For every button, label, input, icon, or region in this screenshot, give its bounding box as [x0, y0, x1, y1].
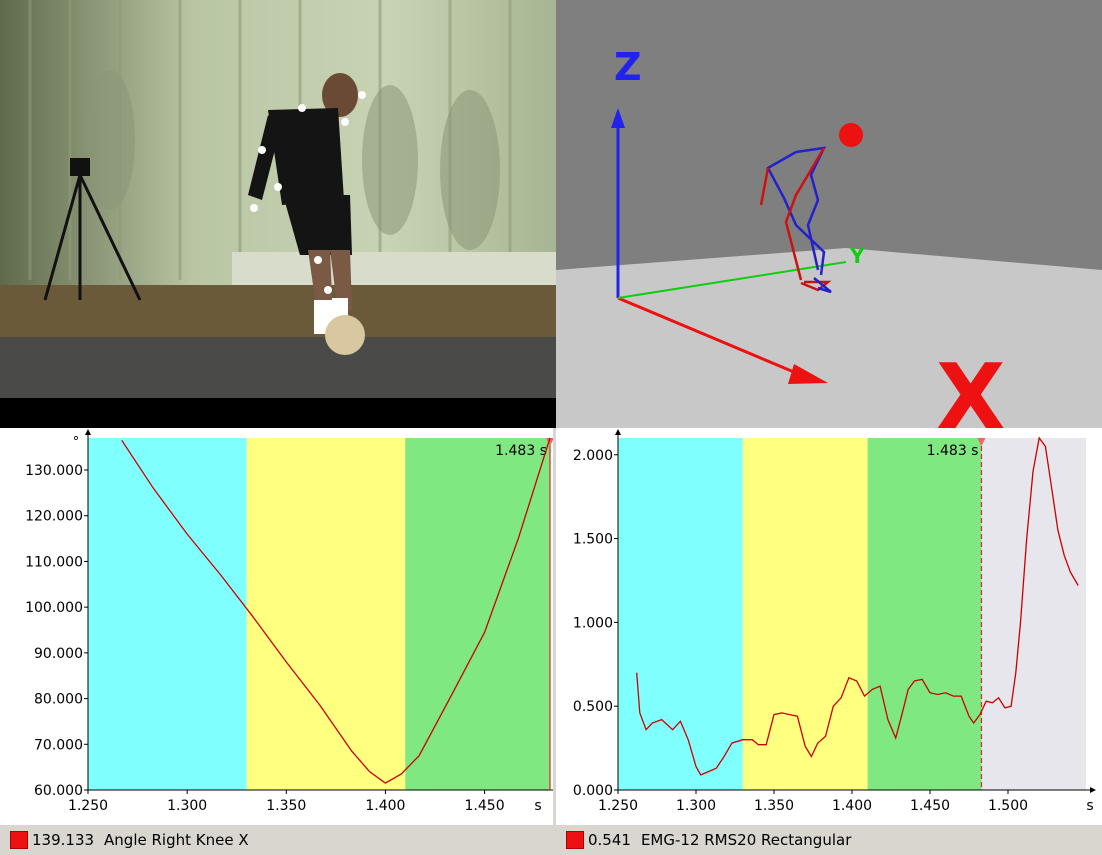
- y-tick-label: 120.000: [25, 509, 83, 525]
- y-unit-label: °: [73, 435, 80, 450]
- y-tick-label: 100.000: [25, 600, 83, 616]
- y-tick-label: 0.000: [573, 783, 613, 799]
- series-color-swatch: [10, 831, 28, 849]
- y-tick-label: 0.500: [573, 699, 613, 715]
- series-color-swatch: [566, 831, 584, 849]
- x-tick-label: 1.300: [167, 798, 207, 814]
- x-axis-arrow: [1090, 787, 1096, 793]
- phase-band-1: [246, 438, 406, 790]
- y-tick-label: 2.000: [573, 448, 613, 464]
- x-axis: [617, 296, 802, 377]
- x-axis-label: X: [936, 345, 1005, 428]
- y-axis-arrow: [85, 429, 91, 435]
- phase-band-1: [742, 438, 868, 790]
- status-bar-right: 0.541 EMG-12 RMS20 Rectangular: [556, 825, 1102, 855]
- ball-marker: [839, 123, 863, 147]
- knee-angle-plot[interactable]: 60.000 70.000 80.000 90.000 100.000 110.000 12…: [0, 428, 556, 825]
- time-readout: 1.483 s: [495, 443, 547, 459]
- x-tick-label: 1.250: [68, 798, 108, 814]
- phase-band-0: [88, 438, 247, 790]
- camera-frame: [0, 0, 556, 428]
- y-axis-arrow: [615, 429, 621, 435]
- series-line-0: [121, 437, 551, 784]
- series-name: EMG-12 RMS20 Rectangular: [640, 831, 852, 849]
- z-axis-label: Z: [614, 45, 642, 89]
- time-readout: 1.483 s: [927, 443, 979, 459]
- video-view: [0, 0, 556, 428]
- x-tick-label: 1.450: [910, 798, 950, 814]
- y-tick-label: 110.000: [25, 554, 83, 570]
- phase-band-2: [405, 438, 550, 790]
- y-tick-label: 60.000: [34, 783, 83, 799]
- x-tick-label: 1.300: [676, 798, 716, 814]
- y-tick-label: 90.000: [34, 646, 83, 662]
- pane-divider: [553, 428, 556, 825]
- 3d-skeleton-view: Z X Y: [556, 0, 1102, 428]
- x-tick-label: 1.400: [832, 798, 872, 814]
- x-unit-label: s: [1086, 798, 1093, 814]
- emg-plot[interactable]: 0.000 0.500 1.000 1.500 2.000 1.250 1.300 1.350…: [556, 428, 1102, 825]
- series-name: Angle Right Knee X: [104, 831, 249, 849]
- scene-canvas: Z X Y: [556, 0, 1102, 428]
- phase-band-2: [867, 438, 982, 790]
- time-cursor-handle: [977, 438, 986, 446]
- x-tick-label: 1.350: [266, 798, 306, 814]
- current-value: 0.541: [588, 831, 631, 849]
- x-tick-label: 1.500: [988, 798, 1028, 814]
- skeleton: [759, 146, 832, 294]
- current-value: 139.133: [32, 831, 95, 849]
- x-tick-label: 1.350: [754, 798, 794, 814]
- y-tick-label: 130.000: [25, 463, 83, 479]
- emg-chart[interactable]: 0.000 0.500 1.000 1.500 2.000 1.250 1.300 1.350…: [556, 428, 1102, 825]
- x-unit-label: s: [534, 798, 541, 814]
- y-tick-label: 1.000: [573, 615, 613, 631]
- x-tick-label: 1.450: [465, 798, 505, 814]
- x-tick-label: 1.400: [365, 798, 405, 814]
- series-line-0: [636, 436, 1079, 776]
- x-tick-label: 1.250: [598, 798, 638, 814]
- status-bar-left: 139.133 Angle Right Knee X: [0, 825, 556, 855]
- y-tick-label: 70.000: [34, 737, 83, 753]
- y-tick-label: 80.000: [34, 692, 83, 708]
- time-cursor-handle: [546, 438, 554, 446]
- y-axis: [617, 261, 847, 299]
- y-tick-label: 1.500: [573, 532, 613, 548]
- phase-band-0: [618, 438, 743, 790]
- knee-angle-chart[interactable]: 60.000 70.000 80.000 90.000 100.000 110.000 12…: [0, 428, 556, 825]
- y-axis-label: Y: [849, 244, 865, 268]
- phase-band-3: [981, 438, 1086, 790]
